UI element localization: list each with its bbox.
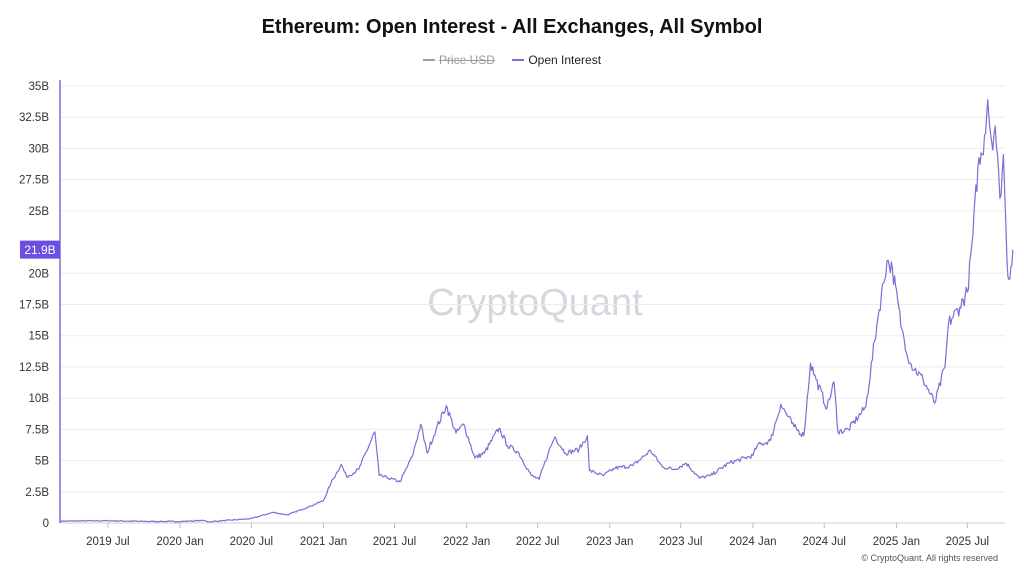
legend-label-price-usd: Price USD bbox=[438, 53, 495, 67]
chart-legend: Price USD Open Interest bbox=[0, 50, 1024, 67]
x-tick-label: 2020 Jul bbox=[230, 536, 273, 548]
x-tick-label: 2025 Jul bbox=[946, 536, 989, 548]
grid-lines bbox=[60, 85, 1005, 524]
y-tick-label: 10B bbox=[29, 393, 50, 405]
legend-item-price-usd[interactable]: Price USD bbox=[422, 53, 495, 67]
series-layer bbox=[59, 99, 1014, 523]
y-tick-label: 32.5B bbox=[19, 112, 49, 124]
x-tick-label: 2023 Jul bbox=[659, 536, 702, 548]
current-value-label: 21.9B bbox=[24, 243, 55, 257]
y-tick-label: 12.5B bbox=[19, 362, 49, 374]
y-tick-label: 27.5B bbox=[19, 175, 49, 187]
legend-swatch-price-usd bbox=[422, 59, 435, 61]
y-axis: 0 2.5B 5B 7.5B 10B 12.5B 15B 17.5B 20B 25B 27.5B 30… bbox=[19, 80, 61, 530]
x-tick-label: 2024 Jul bbox=[802, 536, 845, 548]
y-tick-label: 7.5B bbox=[25, 424, 49, 436]
y-tick-label: 5B bbox=[35, 456, 49, 468]
y-tick-label: 35B bbox=[29, 81, 50, 93]
current-value-badge bbox=[20, 240, 60, 259]
x-tick-label: 2023 Jan bbox=[586, 536, 633, 548]
x-tick-label: 2020 Jan bbox=[156, 536, 203, 548]
y-tick-label: 15B bbox=[29, 331, 50, 343]
series-open-interest-line bbox=[59, 99, 1014, 523]
x-tick-label: 2021 Jul bbox=[373, 536, 416, 548]
legend-swatch-open-interest bbox=[512, 59, 525, 61]
legend-label-open-interest: Open Interest bbox=[528, 53, 602, 67]
y-tick-label: 30B bbox=[29, 143, 50, 155]
x-tick-label: 2025 Jan bbox=[873, 536, 920, 548]
current-value-marker: 21.9B bbox=[20, 240, 60, 259]
x-tick-label: 2021 Jan bbox=[300, 536, 347, 548]
x-tick-label: 2022 Jul bbox=[516, 536, 559, 548]
y-tick-label: 20B bbox=[29, 268, 50, 280]
legend-item-open-interest[interactable]: Open Interest bbox=[512, 53, 601, 67]
x-tick-label: 2019 Jul bbox=[86, 536, 129, 548]
x-tick-label: 2024 Jan bbox=[729, 536, 776, 548]
chart-title: Ethereum: Open Interest - All Exchanges,… bbox=[261, 16, 763, 38]
y-tick-label: 2.5B bbox=[25, 487, 49, 499]
y-tick-label: 25B bbox=[29, 206, 50, 218]
x-axis: 2019 Jul 2020 Jan 2020 Jul 2021 Jan 2021 Jul… bbox=[60, 522, 1005, 548]
y-tick-label: 17.5B bbox=[19, 300, 49, 312]
x-tick-label: 2022 Jan bbox=[443, 536, 490, 548]
y-tick-label: 0 bbox=[43, 518, 49, 530]
copyright-text: © CryptoQuant. All rights reserved bbox=[861, 553, 998, 563]
watermark: CryptoQuant bbox=[427, 282, 643, 324]
